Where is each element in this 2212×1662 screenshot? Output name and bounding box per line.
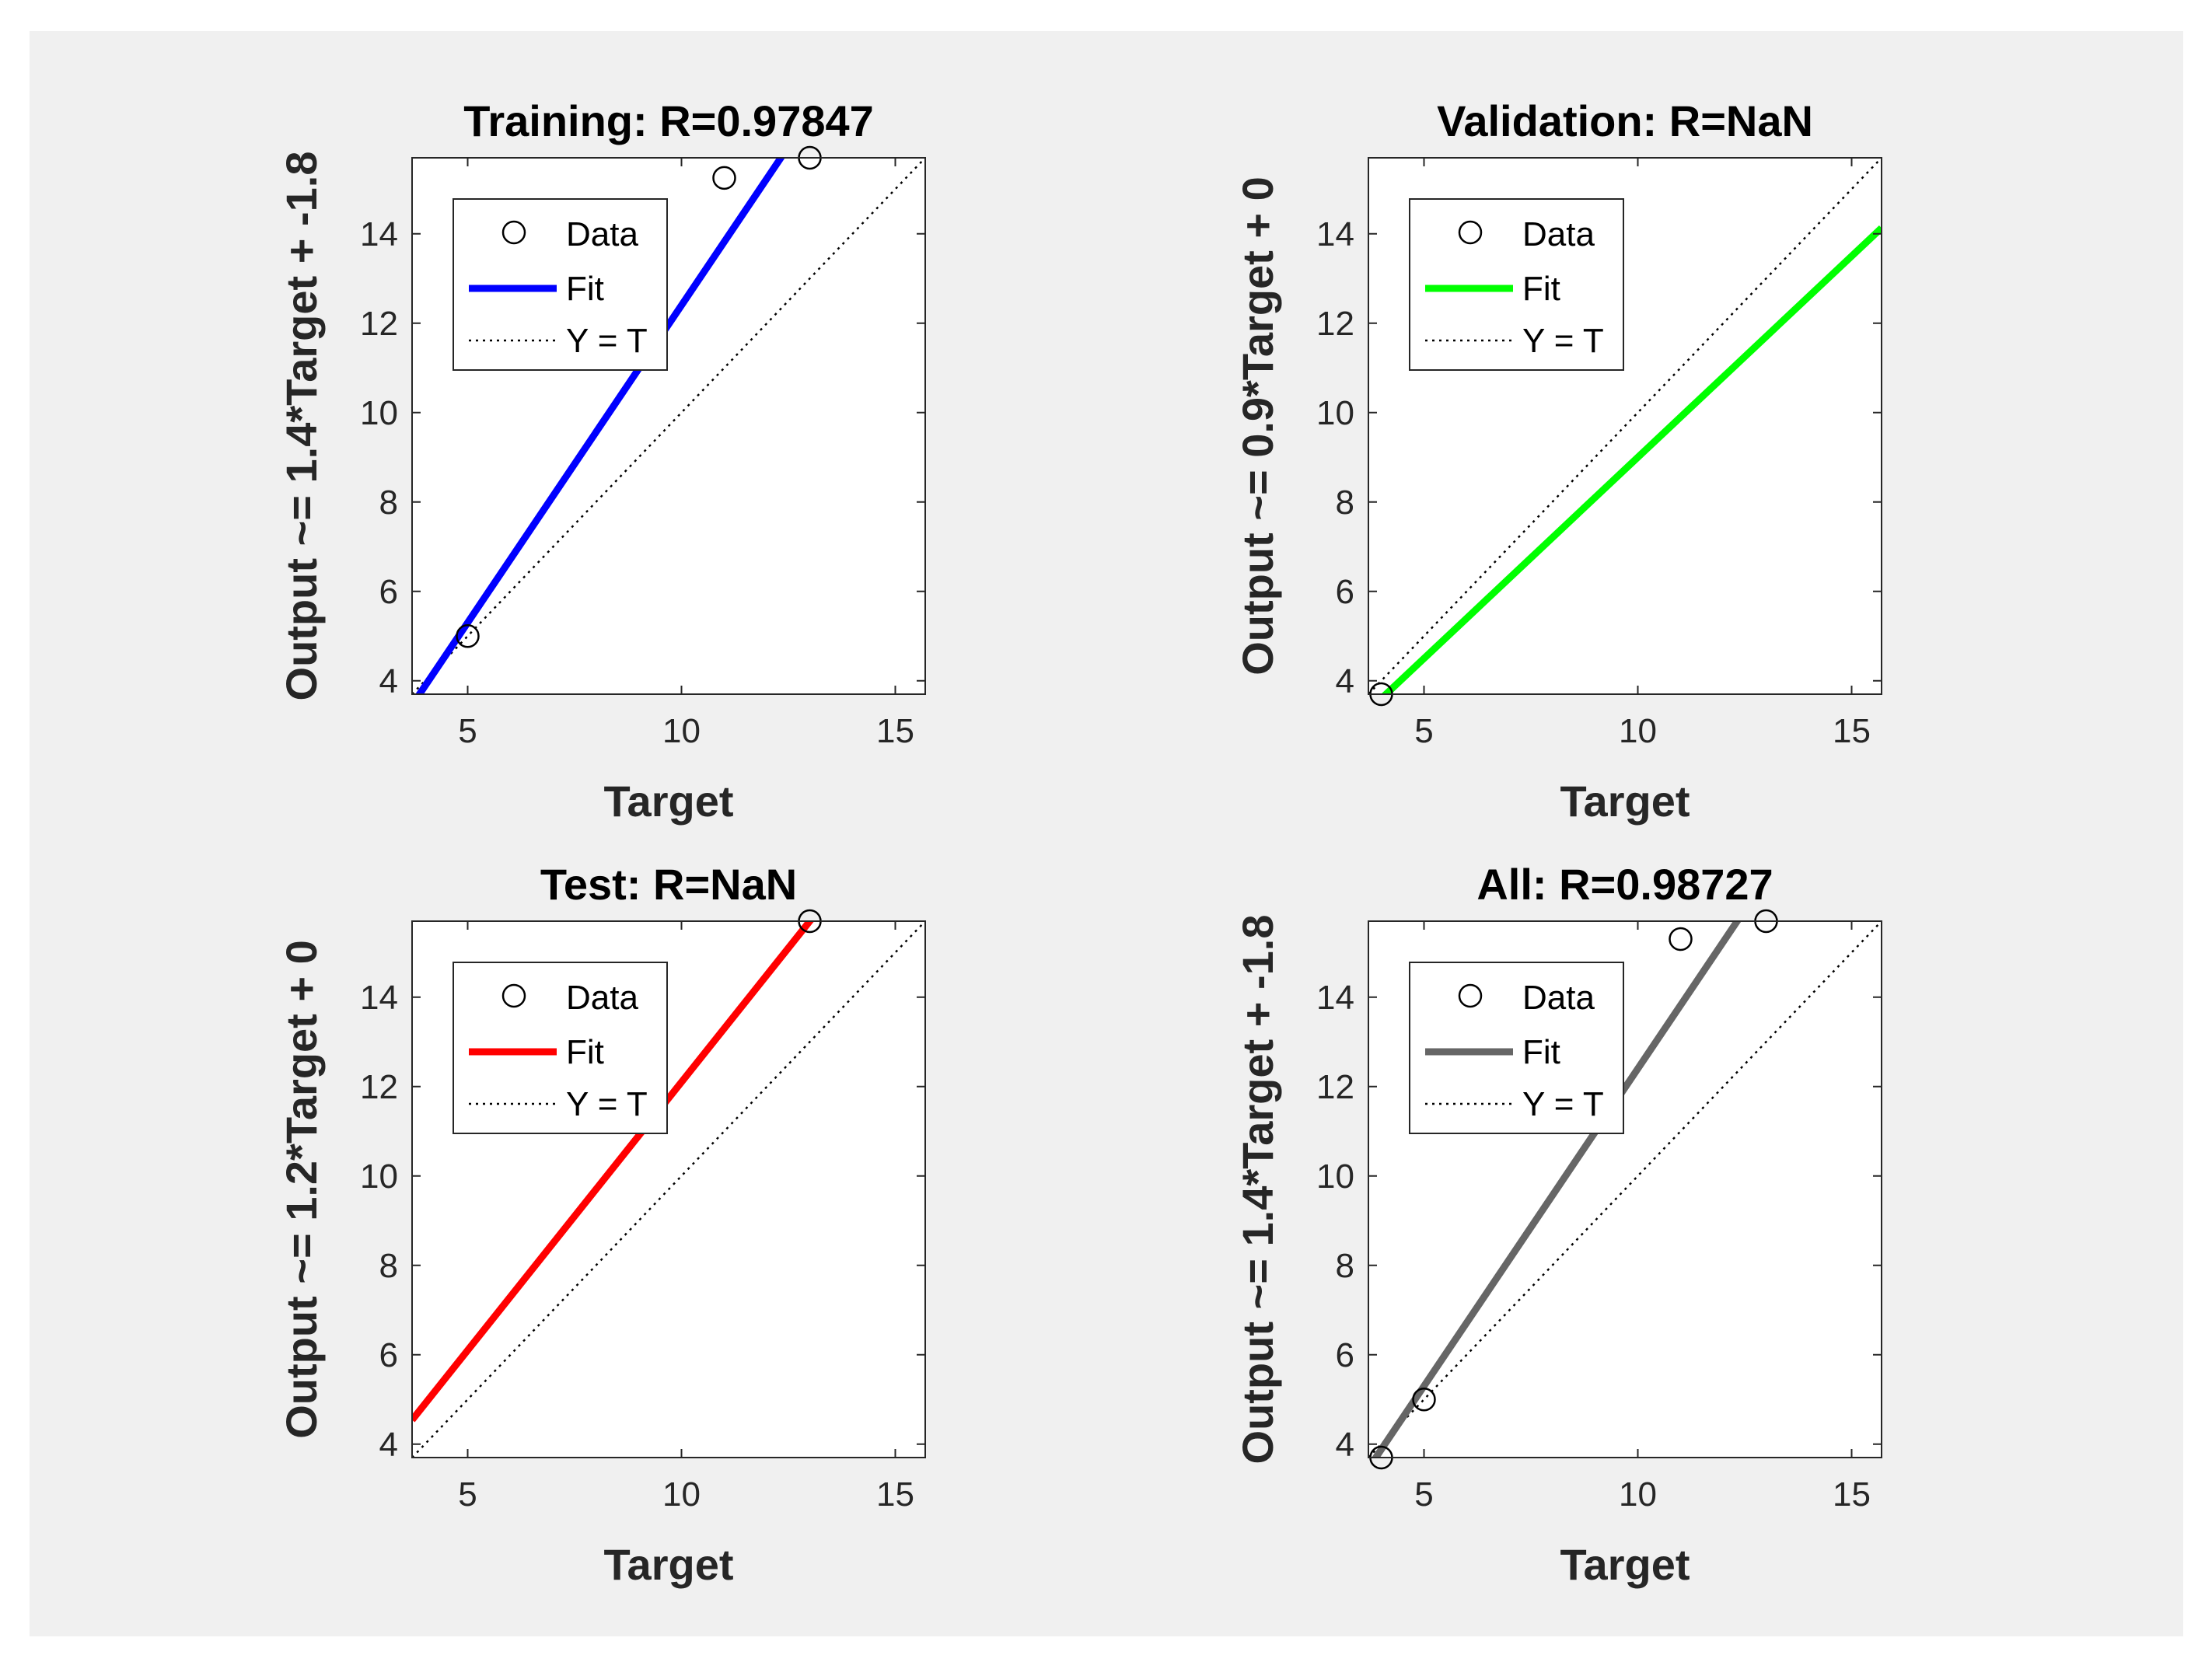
x-tick-label: 10: [662, 1475, 701, 1514]
x-axis-label: Target: [604, 1540, 734, 1589]
axes-box: [1368, 157, 1882, 695]
y-tick-label: 4: [1336, 1426, 1354, 1464]
legend-data-marker: [1458, 220, 1483, 245]
subplot-3: 5 10 15 4 6 8 10 12 14 Test: R=NaN Target Output ~=…: [277, 860, 926, 1589]
y-tick-label: 10: [1316, 1157, 1354, 1196]
y-tick-label: 14: [1316, 215, 1354, 253]
data-point: [1669, 927, 1693, 951]
legend-data-marker: [501, 220, 526, 245]
axes-box: [411, 157, 926, 695]
fit-line: [412, 921, 815, 1423]
legend-label-fit: Fit: [566, 1033, 604, 1071]
y-axis-label: Output ~= 0.9*Target + 0: [1233, 176, 1282, 676]
y-tick-label: 10: [1316, 394, 1354, 432]
x-tick-label: 5: [458, 1475, 477, 1514]
y-tick-label: 4: [1336, 662, 1354, 700]
y-tick-label: 4: [379, 662, 398, 700]
subplot-2: 5 10 15 4 6 8 10 12 14 Validation: R=NaN Target Out…: [1233, 96, 1882, 826]
x-axis-label: Target: [604, 777, 734, 826]
fit-line: [1381, 225, 1882, 694]
y-axis-label: Output ~= 1.4*Target + -1.8: [1233, 915, 1282, 1465]
fit-line: [1372, 921, 1742, 1458]
legend-label-data: Data: [566, 979, 638, 1017]
y-tick-label: 12: [360, 1068, 398, 1106]
x-tick-label: 15: [1833, 712, 1871, 750]
y-tick-label: 6: [1336, 1336, 1354, 1374]
x-tick-label: 10: [662, 712, 701, 750]
legend-label-data: Data: [1522, 979, 1595, 1017]
y-tick-label: 8: [379, 1247, 398, 1285]
y-tick-label: 6: [379, 1336, 398, 1374]
legend: Data Fit Y = T: [453, 198, 668, 371]
y-tick-label: 10: [360, 394, 398, 432]
identity-line: [412, 921, 925, 1458]
legend: Data Fit Y = T: [1409, 198, 1624, 371]
y-tick-label: 8: [1336, 484, 1354, 522]
legend-box: [1409, 198, 1624, 371]
y-tick-label: 12: [1316, 1068, 1354, 1106]
y-tick-label: 4: [379, 1426, 398, 1464]
y-tick-label: 10: [360, 1157, 398, 1196]
legend-label-fit: Fit: [566, 270, 604, 308]
plot-title: All: R=0.98727: [1476, 860, 1773, 909]
y-tick-label: 6: [1336, 573, 1354, 611]
legend-box: [453, 962, 668, 1134]
fit-line: [415, 158, 785, 694]
y-axis-label: Output ~= 1.4*Target + -1.8: [277, 152, 326, 701]
y-tick-label: 14: [360, 215, 398, 253]
x-tick-label: 15: [876, 1475, 914, 1514]
legend-label-identity: Y = T: [566, 322, 648, 360]
legend-data-marker: [501, 983, 526, 1008]
legend-box: [453, 198, 668, 371]
plot-title: Test: R=NaN: [540, 860, 797, 909]
x-axis-label: Target: [1560, 777, 1690, 826]
y-tick-label: 14: [1316, 979, 1354, 1017]
data-point: [456, 624, 480, 648]
subplot-4: 5 10 15 4 6 8 10 12 14 All: R=0.98727 Target Output…: [1233, 860, 1882, 1589]
legend-box: [1409, 962, 1624, 1134]
axes-box: [411, 920, 926, 1458]
y-tick-label: 12: [1316, 305, 1354, 343]
x-tick-label: 10: [1619, 1475, 1657, 1514]
subplot-1: 5 10 15 4 6 8 10 12 14 Training: R=0.97847 Target O…: [277, 96, 926, 826]
identity-line: [412, 158, 925, 694]
plot-title: Training: R=0.97847: [463, 96, 874, 145]
axes-box: [1368, 920, 1882, 1458]
x-tick-label: 15: [876, 712, 914, 750]
data-point: [712, 166, 736, 190]
y-tick-label: 8: [379, 484, 398, 522]
data-point: [1412, 1388, 1436, 1412]
identity-line: [1368, 158, 1882, 694]
x-tick-label: 5: [458, 712, 477, 750]
x-tick-label: 5: [1414, 1475, 1433, 1514]
legend-label-data: Data: [1522, 215, 1595, 253]
x-tick-label: 15: [1833, 1475, 1871, 1514]
y-axis-label: Output ~= 1.2*Target + 0: [277, 940, 326, 1439]
y-tick-label: 12: [360, 305, 398, 343]
legend: Data Fit Y = T: [1409, 962, 1624, 1134]
legend-label-data: Data: [566, 215, 638, 253]
legend-label-identity: Y = T: [566, 1085, 648, 1123]
plot-title: Validation: R=NaN: [1437, 96, 1813, 145]
y-tick-label: 6: [379, 573, 398, 611]
legend-label-identity: Y = T: [1522, 1085, 1604, 1123]
legend-data-marker: [1458, 983, 1483, 1008]
legend-label-identity: Y = T: [1522, 322, 1604, 360]
legend-label-fit: Fit: [1522, 1033, 1560, 1071]
legend-label-fit: Fit: [1522, 270, 1560, 308]
y-tick-label: 14: [360, 979, 398, 1017]
legend: Data Fit Y = T: [453, 962, 668, 1134]
identity-line: [1368, 921, 1882, 1458]
x-axis-label: Target: [1560, 1540, 1690, 1589]
y-tick-label: 8: [1336, 1247, 1354, 1285]
x-tick-label: 10: [1619, 712, 1657, 750]
x-tick-label: 5: [1414, 712, 1433, 750]
